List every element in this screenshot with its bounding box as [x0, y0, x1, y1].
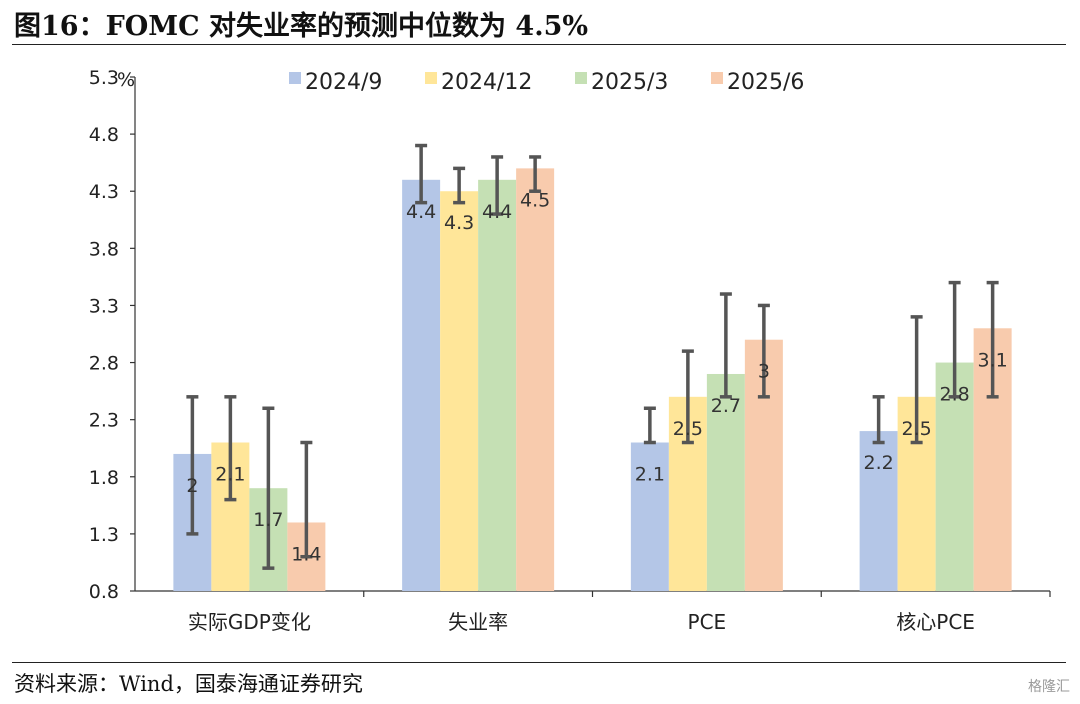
watermark: 格隆汇 — [1028, 679, 1070, 695]
data-label: 3 — [758, 361, 770, 383]
source-note: 资料来源：Wind，国泰海通证券研究 — [14, 672, 363, 696]
y-tick-label: 2.8 — [89, 353, 119, 375]
y-tick-label: 2.3 — [89, 410, 119, 432]
legend-label: 2025/3 — [591, 70, 668, 95]
legend-label: 2025/6 — [727, 70, 804, 95]
y-tick-label: 5.3 — [89, 67, 119, 89]
data-label: 2.2 — [864, 452, 894, 474]
title-rule — [12, 44, 1066, 45]
bar — [859, 431, 898, 591]
legend-swatch — [289, 72, 301, 84]
data-label: 2.1 — [635, 464, 665, 486]
error-bars — [186, 143, 999, 570]
data-label: 4.4 — [482, 201, 512, 223]
x-category-label: 实际GDP变化 — [188, 610, 311, 634]
x-category-label: PCE — [688, 610, 727, 634]
legend-label: 2024/12 — [441, 70, 532, 95]
y-tick-label: 3.8 — [89, 238, 119, 260]
data-label: 1.4 — [291, 543, 321, 565]
chart-title: 图16：FOMC 对失业率的预测中位数为 4.5% — [14, 11, 589, 42]
bar — [402, 179, 441, 592]
data-label: 2.1 — [215, 464, 245, 486]
y-tick-label: 4.3 — [89, 181, 119, 203]
legend-swatch — [711, 72, 723, 84]
y-tick-label: 3.3 — [89, 295, 119, 317]
bar — [935, 362, 974, 591]
legend-label: 2024/9 — [305, 70, 382, 95]
bar-chart: 0.8 1.3 1.8 2.3 2.8 3.3 3.8 4.3 4.8 5.3% 实际GDP变化 失业… — [89, 67, 1051, 634]
data-label: 2 — [186, 475, 198, 497]
data-label: 4.4 — [406, 201, 436, 223]
data-label: 4.3 — [444, 212, 474, 234]
data-label: 2.7 — [711, 395, 741, 417]
bar — [706, 373, 745, 591]
data-label: 4.5 — [520, 189, 550, 211]
y-tick-label: 4.8 — [89, 124, 119, 146]
legend-swatch — [425, 72, 437, 84]
data-label: 2.5 — [902, 418, 932, 440]
bar — [478, 179, 517, 592]
y-tick-label: 1.3 — [89, 524, 119, 546]
y-tick-label: 1.8 — [89, 467, 119, 489]
bars — [173, 168, 1012, 592]
bar — [516, 168, 555, 591]
bar — [630, 442, 669, 591]
legend-swatch — [575, 72, 587, 84]
bar — [440, 191, 479, 591]
y-tick-label: 0.8 — [89, 581, 119, 603]
data-labels: 2 4.4 2.1 2.2 2.1 4.3 2.5 2.5 1.7 4.4 2.7 2.8 1.4 4.5… — [186, 189, 1007, 565]
data-label: 2.5 — [673, 418, 703, 440]
data-label: 1.7 — [253, 509, 283, 531]
y-axis-unit: % — [117, 69, 135, 91]
legend: 2024/9 2024/12 2025/3 2025/6 — [289, 70, 804, 95]
x-category-label: 核心PCE — [896, 610, 975, 634]
source-rule — [12, 662, 1066, 663]
x-category-label: 失业率 — [448, 610, 508, 634]
data-label: 2.8 — [940, 384, 970, 406]
data-label: 3.1 — [978, 349, 1008, 371]
